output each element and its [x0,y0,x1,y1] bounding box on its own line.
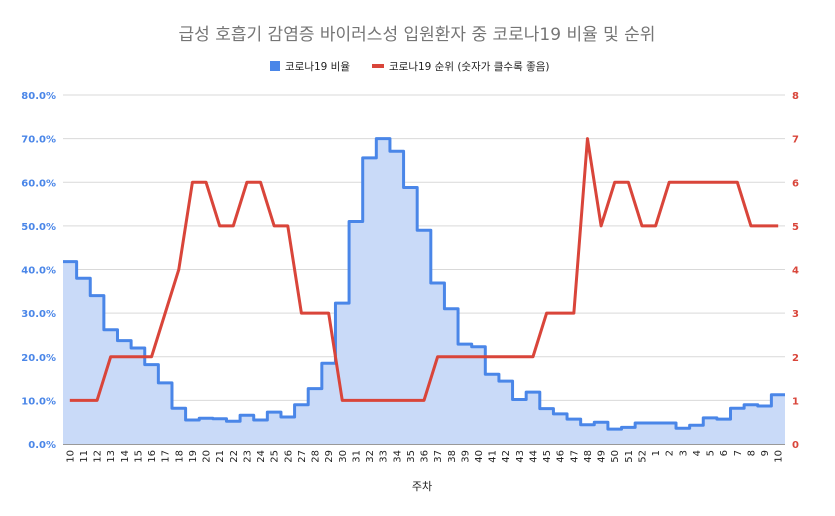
rank-series-line [69,137,779,402]
x-tick-label: 38 [447,450,458,463]
x-tick-label: 14 [120,450,131,463]
x-tick-label: 27 [297,450,308,463]
x-tick-label: 49 [597,450,608,463]
x-tick-label: 19 [188,450,199,463]
x-tick-label: 8 [746,450,757,456]
right-tick-label: 1 [792,396,799,407]
x-tick-label: 20 [202,450,213,463]
x-tick-label: 10 [65,450,76,463]
x-tick-label: 30 [338,450,349,463]
x-tick-label: 39 [460,450,471,463]
left-tick-label: 0.0% [28,440,56,451]
left-tick-label: 10.0% [21,396,56,407]
x-tick-label: 24 [256,450,267,463]
right-axis-ticks: 0 1 2 3 4 5 6 7 8 [792,91,799,451]
x-tick-label: 15 [133,450,144,463]
x-tick-label: 18 [174,450,185,463]
x-tick-label: 17 [161,450,172,463]
x-axis-ticks: 10 11 12 13 14 15 16 17 18 19 20 21 22 23 24 25 26 27 28 29… [65,450,784,463]
x-tick-label: 41 [488,450,499,463]
x-tick-label: 43 [515,450,526,463]
x-tick-label: 5 [706,450,717,456]
x-tick-label: 47 [569,450,580,463]
legend-label-ratio: 코로나19 비율 [285,61,350,73]
legend: 코로나19 비율 코로나19 순위 (숫자가 클수록 좋음) [270,60,549,73]
x-tick-label: 37 [433,450,444,463]
ratio-area-fill [63,138,785,444]
x-tick-label: 1 [651,450,662,456]
series-lines [63,137,785,431]
left-axis-ticks: 0.0% 10.0% 20.0% 30.0% 40.0% 50.0% 60.0% 70.0% 8… [21,91,56,451]
x-tick-label: 9 [760,450,771,456]
x-tick-label: 26 [283,450,294,463]
x-tick-label: 25 [270,450,281,463]
x-tick-label: 34 [392,450,403,463]
x-tick-label: 32 [365,450,376,463]
ratio-area [63,138,785,444]
x-tick-label: 4 [692,450,703,456]
left-tick-label: 80.0% [21,91,56,102]
x-tick-label: 11 [79,450,90,463]
right-tick-label: 4 [792,266,799,277]
x-tick-label: 51 [624,450,635,463]
x-tick-label: 45 [542,450,553,463]
right-tick-label: 7 [792,135,799,146]
left-tick-label: 20.0% [21,353,56,364]
x-tick-label: 6 [719,450,730,456]
right-tick-label: 0 [792,440,799,451]
left-tick-label: 70.0% [21,135,56,146]
x-tick-label: 16 [147,450,158,463]
x-tick-label: 52 [637,450,648,463]
x-tick-label: 50 [610,450,621,463]
x-tick-label: 33 [379,450,390,463]
x-tick-label: 2 [665,450,676,456]
right-tick-label: 6 [792,178,799,189]
chart-title: 급성 호흡기 감염증 바이러스성 입원환자 중 코로나19 비율 및 순위 [179,25,656,45]
x-tick-label: 13 [106,450,117,463]
legend-swatch-rank [372,64,384,68]
ratio-series-line [63,137,785,431]
left-tick-label: 60.0% [21,178,56,189]
right-tick-label: 8 [792,91,799,102]
left-tick-label: 30.0% [21,309,56,320]
right-tick-label: 5 [792,222,799,233]
x-tick-label: 42 [501,450,512,463]
x-tick-label: 22 [229,450,240,463]
x-tick-label: 23 [242,450,253,463]
x-tick-label: 31 [351,450,362,463]
x-tick-label: 44 [528,450,539,463]
right-tick-label: 2 [792,353,799,364]
x-tick-label: 12 [93,450,104,463]
x-axis-label: 주차 [412,480,432,493]
x-tick-label: 46 [556,450,567,463]
x-tick-label: 35 [406,450,417,463]
x-tick-label: 29 [324,450,335,463]
legend-label-rank: 코로나19 순위 (숫자가 클수록 좋음) [389,60,549,73]
left-tick-label: 40.0% [21,266,56,277]
x-tick-label: 36 [420,450,431,463]
legend-swatch-ratio [270,61,280,71]
left-tick-label: 50.0% [21,222,56,233]
x-tick-label: 7 [733,450,744,456]
x-tick-label: 10 [774,450,785,463]
x-tick-label: 48 [583,450,594,463]
x-tick-label: 21 [215,450,226,463]
x-tick-label: 28 [311,450,322,463]
x-tick-label: 3 [678,450,689,456]
right-tick-label: 3 [792,309,799,320]
x-tick-label: 40 [474,450,485,463]
